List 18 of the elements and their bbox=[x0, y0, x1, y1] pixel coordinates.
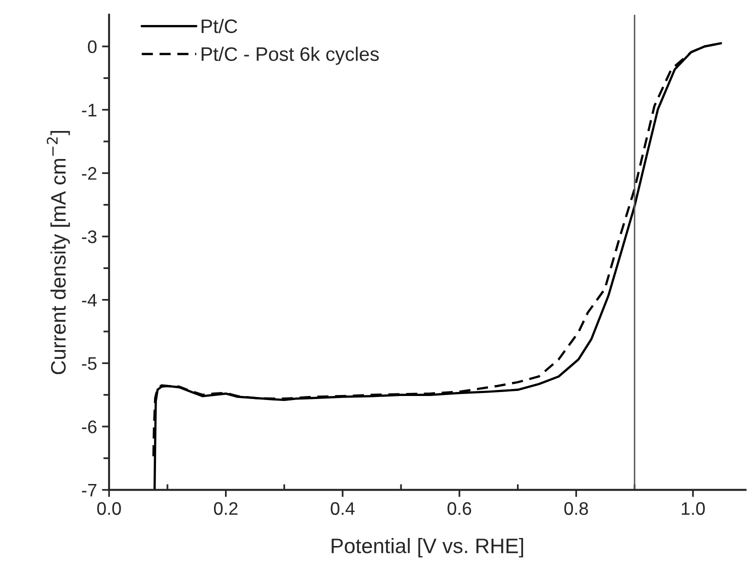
x-tick-label: 1.0 bbox=[682, 502, 705, 515]
y-tick-label: -7 bbox=[82, 484, 96, 496]
x-tick-label: 0.2 bbox=[214, 502, 238, 515]
y-axis-title: Current density [mA cm$^{−2}$] bbox=[46, 131, 70, 374]
x-tick-label: 0.6 bbox=[448, 502, 472, 515]
legend-label: Pt/C - Post 6k cycles bbox=[202, 46, 379, 65]
x-tick-label: 0.0 bbox=[97, 502, 121, 515]
legend-label: Pt/C bbox=[202, 18, 238, 34]
y-tick-label: -2 bbox=[82, 167, 96, 180]
y-tick-label: -4 bbox=[82, 294, 97, 306]
x-axis-title: Potential [V vs. RHE] bbox=[332, 538, 524, 558]
y-tick-label: -1 bbox=[82, 104, 96, 116]
y-tick-label: -5 bbox=[82, 357, 96, 370]
x-tick-label: 0.8 bbox=[564, 502, 588, 515]
y-tick-label: -3 bbox=[82, 230, 96, 244]
y-tick-label: 0 bbox=[88, 40, 97, 54]
y-tick-label: -6 bbox=[82, 420, 96, 434]
x-tick-label: 0.4 bbox=[330, 502, 355, 515]
